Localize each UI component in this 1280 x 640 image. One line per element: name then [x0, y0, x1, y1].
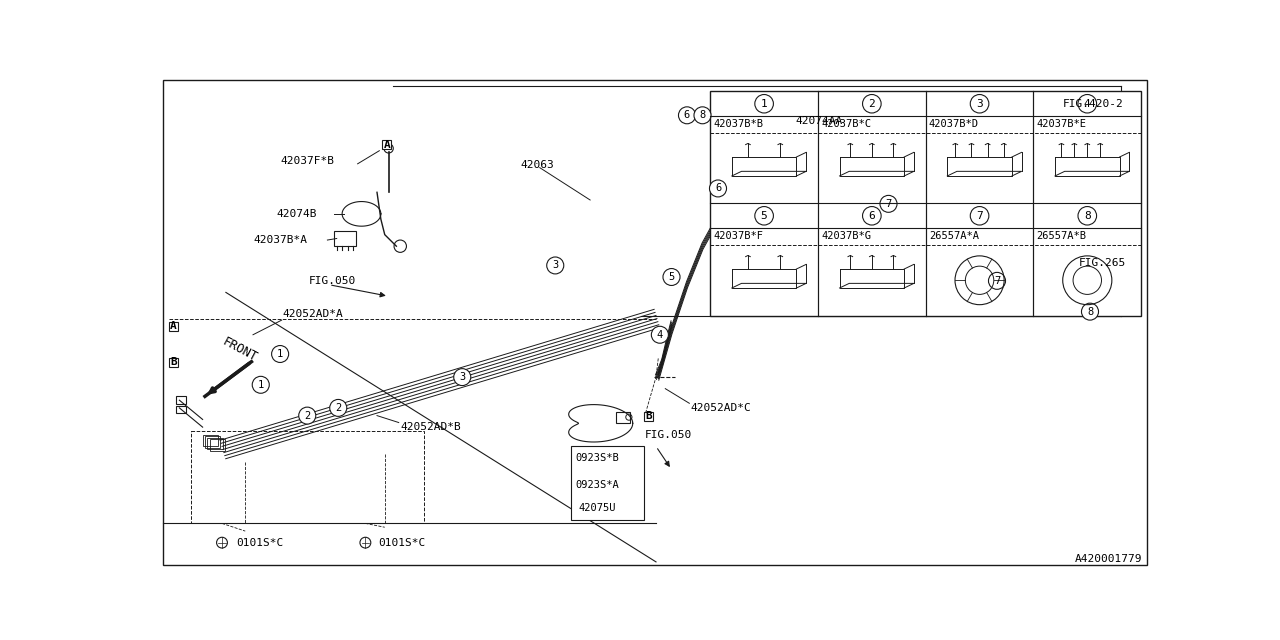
Circle shape [453, 369, 471, 385]
Text: 6: 6 [714, 184, 721, 193]
Bar [175, 396, 187, 404]
Text: 3: 3 [460, 372, 466, 382]
Text: 5: 5 [668, 272, 675, 282]
Text: 0923S*B: 0923S*B [576, 453, 620, 463]
Text: A420001779: A420001779 [1075, 554, 1143, 564]
Bar [383, 140, 390, 149]
Circle shape [863, 207, 881, 225]
Text: B: B [645, 412, 652, 421]
Bar [169, 322, 178, 331]
Circle shape [755, 95, 773, 113]
Circle shape [271, 346, 289, 362]
Text: 4: 4 [1084, 99, 1091, 109]
Text: 42074AA: 42074AA [795, 116, 842, 127]
Text: 0923S*A: 0923S*A [576, 480, 620, 490]
Text: 42037B*F: 42037B*F [713, 231, 763, 241]
Text: 42052AD*A: 42052AD*A [283, 309, 343, 319]
Text: 26557A*A: 26557A*A [929, 231, 979, 241]
Circle shape [694, 107, 710, 124]
Text: 8: 8 [1084, 211, 1091, 221]
Circle shape [1078, 95, 1097, 113]
Text: 4: 4 [657, 330, 663, 340]
Text: FIG.265: FIG.265 [1078, 258, 1125, 268]
Text: 8: 8 [699, 110, 705, 120]
Circle shape [970, 207, 989, 225]
Text: 42037B*A: 42037B*A [253, 235, 307, 245]
Text: 1: 1 [760, 99, 768, 109]
Circle shape [863, 95, 881, 113]
Text: FIG.050: FIG.050 [644, 430, 691, 440]
Circle shape [252, 376, 269, 393]
Text: 8: 8 [1087, 307, 1093, 317]
Circle shape [709, 180, 727, 197]
Circle shape [1082, 303, 1098, 320]
Text: 42037B*C: 42037B*C [820, 119, 872, 129]
Text: 42052AD*B: 42052AD*B [401, 422, 461, 432]
Text: 7: 7 [977, 211, 983, 221]
Text: 42063: 42063 [521, 161, 554, 170]
Text: 2: 2 [305, 411, 310, 420]
Text: B: B [170, 358, 177, 367]
Text: 0101S*C: 0101S*C [236, 538, 283, 548]
Circle shape [330, 399, 347, 417]
Circle shape [970, 95, 989, 113]
Text: 6: 6 [868, 211, 876, 221]
Circle shape [1078, 207, 1097, 225]
Text: FIG.050: FIG.050 [308, 276, 356, 286]
Text: 42075U: 42075U [579, 503, 616, 513]
Text: 42037B*E: 42037B*E [1037, 119, 1087, 129]
Circle shape [663, 269, 680, 285]
Text: 6: 6 [684, 110, 690, 120]
Circle shape [547, 257, 563, 274]
Text: 42037B*G: 42037B*G [820, 231, 872, 241]
Bar [207, 438, 223, 449]
Text: 1: 1 [257, 380, 264, 390]
Text: 0101S*C: 0101S*C [379, 538, 426, 548]
Bar [175, 406, 187, 413]
Bar [571, 447, 644, 520]
Bar [616, 412, 630, 422]
Circle shape [652, 326, 668, 343]
Text: 3: 3 [977, 99, 983, 109]
Text: 7: 7 [886, 199, 892, 209]
Text: 1: 1 [276, 349, 283, 359]
Bar [191, 431, 424, 524]
Bar [644, 412, 653, 421]
Text: 7: 7 [993, 276, 1000, 286]
Bar [205, 436, 220, 448]
Circle shape [755, 207, 773, 225]
Text: A: A [170, 321, 177, 332]
Text: 42037F*B: 42037F*B [280, 157, 334, 166]
Text: FRONT: FRONT [220, 335, 260, 365]
Text: FIG.420-2: FIG.420-2 [1062, 99, 1124, 109]
Circle shape [678, 107, 695, 124]
Text: 26557A*B: 26557A*B [1037, 231, 1087, 241]
Bar [210, 440, 225, 451]
Text: A: A [383, 140, 390, 150]
Text: 42074B: 42074B [276, 209, 316, 219]
Text: 3: 3 [552, 260, 558, 271]
Text: 2: 2 [335, 403, 342, 413]
Text: 42052AD*C: 42052AD*C [691, 403, 751, 413]
Bar [202, 435, 218, 447]
Text: 42037B*D: 42037B*D [929, 119, 979, 129]
Bar [334, 231, 356, 246]
Text: 42037B*B: 42037B*B [713, 119, 763, 129]
Text: 2: 2 [868, 99, 876, 109]
Circle shape [988, 273, 1006, 289]
Text: 5: 5 [760, 211, 768, 221]
Circle shape [879, 195, 897, 212]
Bar [710, 92, 1142, 316]
Circle shape [298, 407, 316, 424]
Bar [169, 358, 178, 367]
